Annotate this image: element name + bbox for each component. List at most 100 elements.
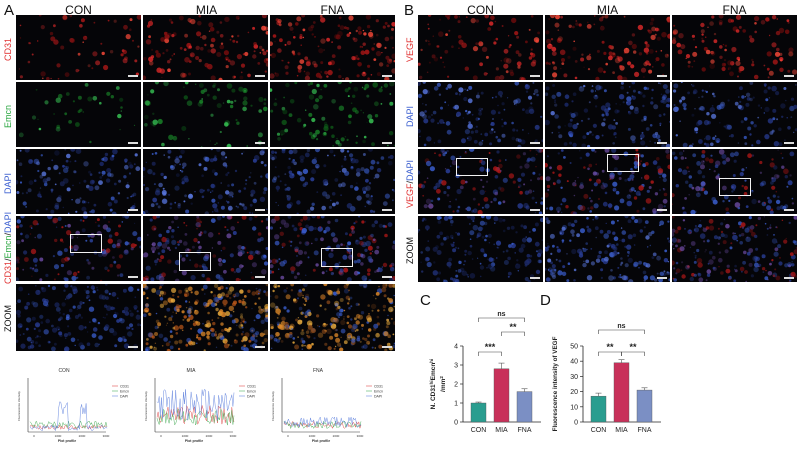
- profile-xtick: 0: [33, 434, 35, 438]
- panel-b-letter: B: [404, 2, 415, 19]
- panel-b-row-zoom-label: ZOOM: [405, 237, 415, 265]
- y-tick-label: 3: [454, 363, 458, 370]
- panel-d-ylabel: Fluorescence intensity of VEGF: [552, 336, 559, 431]
- profile-legend-cd31: CD31: [120, 385, 129, 389]
- panel-b-tile-vegf-fna: [672, 15, 797, 80]
- y-tick-label: 50: [570, 344, 578, 351]
- profile-legend-dapi: DAPI: [120, 395, 128, 399]
- scale-bar: [255, 142, 265, 144]
- profile-xlabel: Plot profile: [185, 439, 203, 443]
- panel-b-tile-merge-fna: [672, 149, 797, 214]
- profile-series-emcn: [156, 408, 235, 426]
- y-tick-label: 0: [574, 420, 578, 427]
- profile-legend-cd31: CD31: [374, 385, 383, 389]
- panel-b-tile-dapi-fna: [672, 82, 797, 147]
- profile-series-cd31: [283, 420, 362, 430]
- scale-bar: [128, 75, 138, 77]
- profile-xlabel: Plot profile: [58, 439, 76, 443]
- panel-a-tile-cd31-mia: [143, 15, 268, 80]
- scale-bar: [657, 142, 667, 144]
- y-tick-label: 10: [570, 404, 578, 411]
- scale-bar: [784, 75, 794, 77]
- significance-bracket: [501, 331, 525, 336]
- merge-slash: /: [405, 180, 415, 184]
- significance-label: ***: [485, 342, 496, 352]
- profile-xtick: 1000: [182, 434, 189, 438]
- y-tick-label: 40: [570, 359, 578, 366]
- significance-bracket: [478, 351, 502, 356]
- panel-a-letter: A: [4, 2, 15, 19]
- profile-xtick: 1000: [309, 434, 316, 438]
- scale-bar: [128, 346, 138, 348]
- x-tick-label-fna: FNA: [638, 427, 652, 434]
- panel-b-col-mia: MIA: [596, 3, 619, 17]
- panel-b-tile-dapi-con: [418, 82, 543, 147]
- scale-bar: [382, 209, 392, 211]
- profile-ylabel: Fluorescence intensity: [144, 391, 148, 421]
- profile-plot-con: CON Fluorescence intensity Plot profile 0 10…: [17, 368, 129, 443]
- panel-b-row-merge-label: VEGF/DAPI: [405, 151, 415, 216]
- scale-bar: [530, 75, 540, 77]
- significance-label: ns: [617, 323, 625, 330]
- scale-bar: [128, 209, 138, 211]
- panel-a-tile-dapi-con: [16, 149, 141, 214]
- profile-legend-emcn: Emcn: [374, 390, 383, 394]
- profile-xlabel: Plot profile: [312, 439, 330, 443]
- panel-c-ylabel: N. CD31hiEmcnhi: [429, 359, 437, 410]
- significance-label: **: [629, 342, 637, 352]
- merge-dapi: DAPI: [3, 211, 13, 233]
- panel-b-tile-zoom-fna: [672, 216, 797, 282]
- profile-series-dapi: [156, 389, 235, 421]
- profile-legend-dapi: DAPI: [374, 395, 382, 399]
- scale-bar: [382, 75, 392, 77]
- panel-a-roi-box-con: [70, 234, 102, 253]
- x-tick-label-con: CON: [471, 427, 487, 434]
- profile-plot-mia: MIA Fluorescence intensity Plot profile 0 10…: [144, 368, 256, 443]
- scale-bar: [530, 209, 540, 211]
- profile-title: CON: [58, 368, 70, 374]
- profile-xtick: 0: [160, 434, 162, 438]
- scale-bar: [382, 346, 392, 348]
- profile-title: FNA: [313, 368, 324, 374]
- panel-a-row-merge-label: CD31/Emcn/DAPI: [3, 212, 13, 284]
- profile-legend-dapi: DAPI: [247, 395, 255, 399]
- scale-bar: [128, 142, 138, 144]
- profile-legend-emcn: Emcn: [120, 390, 129, 394]
- scale-bar: [784, 142, 794, 144]
- scale-bar: [255, 209, 265, 211]
- significance-bracket: [621, 351, 645, 356]
- scale-bar: [657, 209, 667, 211]
- bar-fna: [636, 389, 653, 423]
- panel-a-col-mia: MIA: [195, 3, 218, 17]
- scale-bar: [128, 276, 138, 278]
- x-tick-label-mia: MIA: [615, 427, 628, 434]
- bar-con: [470, 402, 487, 423]
- profile-plot-fna: FNA Fluorescence intensity Plot profile 0 10…: [271, 368, 383, 443]
- profile-series-emcn: [29, 420, 108, 430]
- panel-a-tile-dapi-mia: [143, 149, 268, 214]
- panel-b-roi-box-mia: [607, 154, 639, 172]
- profile-legend-cd31: CD31: [247, 385, 256, 389]
- panel-c-letter: C: [420, 292, 431, 309]
- significance-bracket: [478, 317, 525, 322]
- panel-b-row-vegf-label: VEGF: [405, 37, 415, 62]
- significance-label: **: [509, 322, 517, 332]
- panel-a-tile-zoom-con: [16, 284, 141, 351]
- panel-a-tile-emcn-mia: [143, 82, 268, 147]
- profile-series-dapi: [283, 416, 362, 428]
- scale-bar: [657, 75, 667, 77]
- panel-b-roi-box-con: [456, 158, 488, 176]
- y-tick-label: 1: [454, 401, 458, 408]
- profile-xtick: 2000: [206, 434, 213, 438]
- scale-bar: [784, 277, 794, 279]
- panel-b-tile-zoom-con: [418, 216, 543, 282]
- bar-mia: [493, 368, 510, 423]
- panel-a-tile-emcn-con: [16, 82, 141, 147]
- panel-b-roi-box-fna: [719, 178, 751, 196]
- panel-a-roi-box-mia: [179, 252, 211, 271]
- panel-a-col-fna: FNA: [320, 3, 345, 17]
- profile-xtick: 1000: [55, 434, 62, 438]
- panel-a-row-dapi-label: DAPI: [3, 173, 13, 195]
- scale-bar: [255, 276, 265, 278]
